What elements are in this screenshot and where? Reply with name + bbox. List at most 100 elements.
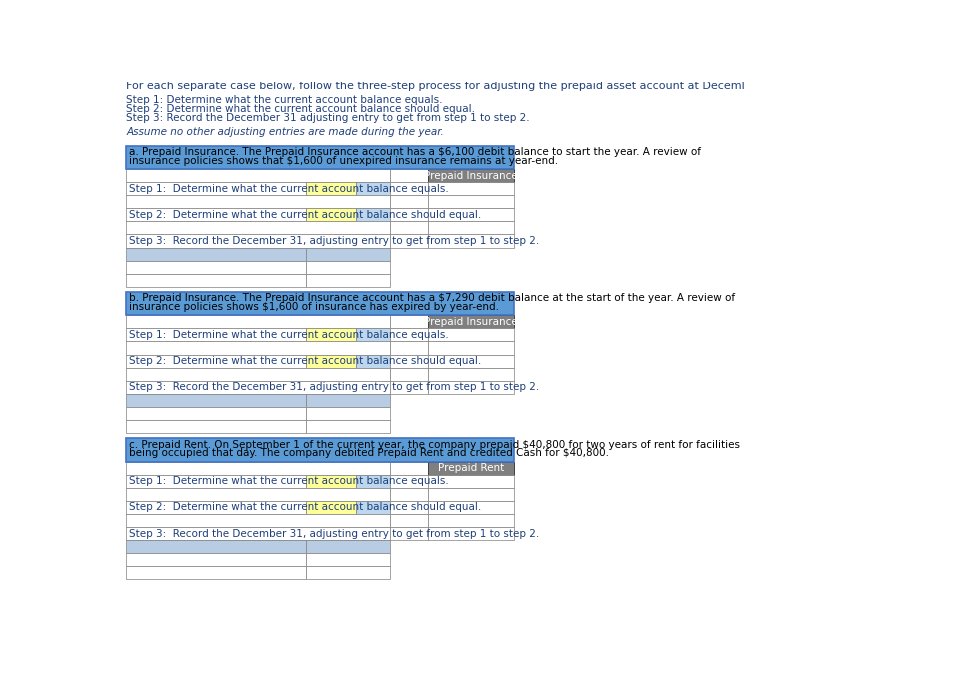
- Bar: [390, 316, 428, 329]
- Text: Assume no other adjusting entries are made during the year.: Assume no other adjusting entries are ma…: [126, 127, 444, 137]
- Bar: [126, 247, 306, 261]
- Bar: [306, 354, 356, 367]
- Bar: [126, 329, 306, 342]
- Bar: [390, 195, 428, 208]
- Text: a. Prepaid Insurance. The Prepaid Insurance account has a $6,100 debit balance t: a. Prepaid Insurance. The Prepaid Insura…: [129, 147, 701, 157]
- Bar: [390, 354, 428, 367]
- Bar: [390, 380, 428, 394]
- Text: Step 1: Determine what the current account balance equals.: Step 1: Determine what the current accou…: [126, 95, 443, 104]
- Text: Step 2:  Determine what the current account balance should equal.: Step 2: Determine what the current accou…: [129, 210, 481, 220]
- Bar: [126, 514, 390, 527]
- Text: b. Prepaid Insurance. The Prepaid Insurance account has a $7,290 debit balance a: b. Prepaid Insurance. The Prepaid Insura…: [129, 293, 734, 303]
- Bar: [428, 462, 514, 475]
- Text: Step 2:  Determine what the current account balance should equal.: Step 2: Determine what the current accou…: [129, 503, 481, 512]
- Bar: [390, 221, 428, 234]
- Bar: [126, 208, 306, 221]
- Bar: [428, 234, 514, 247]
- Bar: [126, 488, 390, 501]
- Text: Step 1:  Determine what the current account balance equals.: Step 1: Determine what the current accou…: [129, 330, 448, 340]
- Bar: [126, 354, 306, 367]
- Bar: [428, 316, 514, 329]
- Bar: [306, 553, 390, 566]
- Bar: [390, 182, 428, 195]
- Bar: [390, 169, 428, 182]
- Text: Prepaid Rent: Prepaid Rent: [438, 463, 504, 473]
- Bar: [390, 462, 428, 475]
- Text: Step 2:  Determine what the current account balance should equal.: Step 2: Determine what the current accou…: [129, 356, 481, 366]
- Bar: [126, 146, 514, 169]
- Bar: [126, 342, 390, 354]
- Text: Step 3: Record the December 31 adjusting entry to get from step 1 to step 2.: Step 3: Record the December 31 adjusting…: [126, 113, 530, 123]
- Bar: [390, 367, 428, 380]
- Bar: [126, 527, 390, 540]
- Bar: [126, 182, 306, 195]
- Bar: [126, 261, 306, 274]
- Bar: [390, 475, 428, 488]
- Bar: [428, 329, 514, 342]
- Bar: [356, 354, 390, 367]
- Bar: [126, 501, 306, 514]
- Bar: [356, 501, 390, 514]
- Bar: [428, 501, 514, 514]
- Bar: [428, 182, 514, 195]
- Bar: [428, 169, 514, 182]
- Bar: [126, 195, 390, 208]
- Text: Step 2: Determine what the current account balance should equal.: Step 2: Determine what the current accou…: [126, 104, 475, 114]
- Bar: [306, 274, 390, 287]
- Bar: [126, 540, 306, 553]
- Bar: [356, 182, 390, 195]
- Bar: [390, 208, 428, 221]
- Bar: [306, 394, 390, 407]
- Bar: [126, 292, 514, 316]
- Text: being occupied that day. The company debited Prepaid Rent and credited Cash for : being occupied that day. The company deb…: [129, 448, 609, 458]
- Bar: [428, 354, 514, 367]
- Bar: [126, 380, 390, 394]
- Bar: [126, 221, 390, 234]
- Bar: [356, 475, 390, 488]
- Bar: [306, 182, 356, 195]
- Text: c. Prepaid Rent. On September 1 of the current year, the company prepaid $40,800: c. Prepaid Rent. On September 1 of the c…: [129, 440, 739, 449]
- Bar: [306, 208, 356, 221]
- Bar: [126, 553, 306, 566]
- Bar: [126, 462, 390, 475]
- Bar: [306, 407, 390, 420]
- Bar: [428, 195, 514, 208]
- Text: Step 3:  Record the December 31, adjusting entry to get from step 1 to step 2.: Step 3: Record the December 31, adjustin…: [129, 382, 539, 392]
- Bar: [126, 475, 306, 488]
- Bar: [306, 566, 390, 579]
- Bar: [428, 380, 514, 394]
- Bar: [428, 475, 514, 488]
- Bar: [428, 527, 514, 540]
- Bar: [390, 527, 428, 540]
- Bar: [306, 261, 390, 274]
- Bar: [126, 420, 306, 433]
- Text: insurance policies shows $1,600 of insurance has expired by year-end.: insurance policies shows $1,600 of insur…: [129, 302, 498, 312]
- Bar: [390, 342, 428, 354]
- Bar: [306, 540, 390, 553]
- Bar: [306, 329, 356, 342]
- Bar: [306, 247, 390, 261]
- Text: Step 3:  Record the December 31, adjusting entry to get from step 1 to step 2.: Step 3: Record the December 31, adjustin…: [129, 236, 539, 246]
- Bar: [356, 329, 390, 342]
- Bar: [390, 329, 428, 342]
- Text: insurance policies shows that $1,600 of unexpired insurance remains at year-end.: insurance policies shows that $1,600 of …: [129, 156, 558, 165]
- Bar: [126, 566, 306, 579]
- Text: Step 1:  Determine what the current account balance equals.: Step 1: Determine what the current accou…: [129, 184, 448, 193]
- Bar: [390, 488, 428, 501]
- Bar: [126, 274, 306, 287]
- Bar: [126, 316, 390, 329]
- Bar: [428, 514, 514, 527]
- Text: Step 1:  Determine what the current account balance equals.: Step 1: Determine what the current accou…: [129, 476, 448, 486]
- Bar: [428, 367, 514, 380]
- Bar: [126, 234, 390, 247]
- Text: For each separate case below, follow the three-step process for adjusting the pr: For each separate case below, follow the…: [126, 81, 745, 91]
- Bar: [126, 438, 514, 462]
- Bar: [126, 407, 306, 420]
- Text: Prepaid Insurance: Prepaid Insurance: [424, 171, 518, 180]
- Bar: [428, 208, 514, 221]
- Bar: [390, 234, 428, 247]
- Bar: [428, 221, 514, 234]
- Bar: [390, 501, 428, 514]
- Bar: [126, 367, 390, 380]
- Bar: [428, 488, 514, 501]
